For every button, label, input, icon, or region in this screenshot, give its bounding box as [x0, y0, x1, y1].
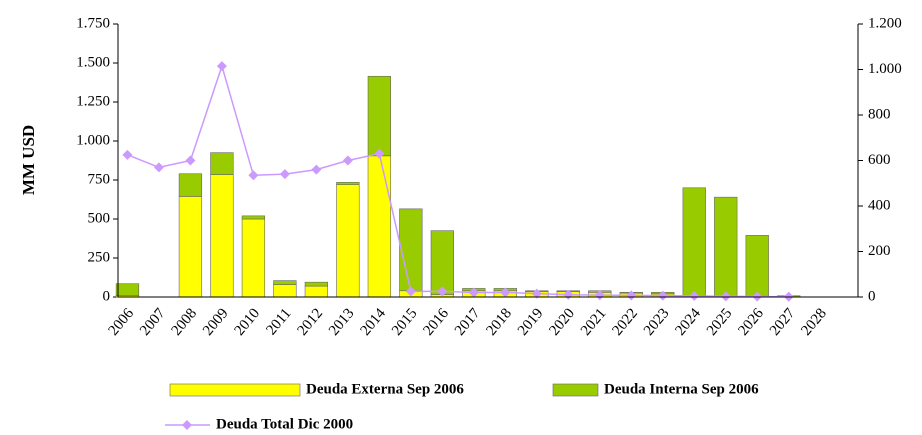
line	[127, 63, 789, 298]
bar	[714, 196, 738, 297]
line-marker	[500, 287, 511, 298]
x-tick-label: 2026	[735, 305, 767, 339]
bar	[273, 284, 297, 298]
bar	[399, 208, 423, 292]
x-tick-label: 2021	[578, 305, 610, 338]
bar	[367, 75, 391, 157]
line-marker	[248, 170, 259, 181]
line-marker	[437, 286, 448, 297]
line-marker	[122, 149, 133, 160]
x-tick-label: 2014	[358, 305, 390, 339]
line-marker	[342, 155, 353, 166]
x-tick-label: 2027	[767, 305, 799, 339]
line-marker	[468, 287, 479, 298]
x-tick-label: 2024	[672, 305, 704, 339]
line-marker	[657, 290, 668, 301]
bar	[241, 215, 266, 220]
legend-label: Deuda Externa Sep 2006	[306, 381, 464, 397]
y-tick-label: 0	[103, 288, 111, 304]
x-tick-label: 2010	[232, 305, 264, 338]
x-tick-label: 2011	[263, 305, 294, 338]
bar	[430, 230, 454, 295]
y2-tick-label: 600	[868, 152, 891, 168]
y2-tick-label: 1.200	[868, 15, 902, 31]
line-marker	[279, 169, 290, 180]
line-marker	[594, 290, 605, 301]
line-marker	[311, 164, 322, 175]
line-marker	[626, 290, 637, 301]
line-marker	[185, 155, 196, 166]
x-tick-label: 2017	[452, 305, 484, 339]
x-tick-label: 2020	[546, 305, 578, 338]
line-marker	[216, 61, 227, 72]
x-tick-label: 2016	[420, 305, 452, 339]
x-tick-label: 2025	[704, 305, 736, 338]
bar	[336, 182, 360, 185]
bar	[367, 155, 391, 298]
line-marker	[689, 290, 700, 301]
x-tick-label: 2009	[200, 305, 232, 338]
x-tick-label: 2012	[295, 305, 327, 338]
y2-tick-label: 0	[868, 288, 876, 304]
bar	[178, 173, 203, 197]
legend-marker	[182, 420, 192, 430]
legend-label: Deuda Interna Sep 2006	[604, 381, 759, 397]
line-marker	[531, 288, 542, 299]
line-marker	[153, 162, 164, 173]
y2-tick-label: 200	[868, 243, 891, 259]
bar	[745, 235, 769, 297]
y2-tick-label: 1.000	[868, 61, 902, 77]
x-tick-label: 2006	[106, 305, 138, 339]
y-tick-label: 750	[88, 171, 111, 187]
x-tick-label: 2008	[169, 305, 201, 338]
bar	[115, 283, 140, 296]
bar	[210, 152, 234, 175]
x-tick-label: 2028	[798, 305, 830, 338]
x-tick-label: 2015	[389, 305, 421, 338]
bar	[178, 196, 203, 298]
bar	[682, 187, 706, 296]
x-tick-label: 2023	[641, 305, 673, 338]
legend-swatch	[169, 383, 301, 397]
y-tick-label: 250	[88, 249, 111, 265]
x-tick-label: 2007	[137, 305, 169, 339]
line-marker	[374, 148, 385, 159]
legend-swatch	[552, 383, 599, 397]
y-tick-label: 1.500	[76, 54, 110, 70]
bar	[241, 218, 266, 298]
bar	[210, 174, 234, 298]
y-tick-label: 1.250	[76, 93, 110, 109]
line-marker	[720, 291, 731, 302]
bar	[336, 184, 360, 298]
y-tick-label: 500	[88, 210, 111, 226]
x-tick-label: 2018	[483, 305, 515, 338]
legend-label: Deuda Total Dic 2000	[216, 416, 353, 432]
x-tick-label: 2019	[515, 305, 547, 338]
x-tick-label: 2013	[326, 305, 358, 338]
x-tick-label: 2022	[609, 305, 641, 338]
y-tick-label: 1.000	[76, 132, 110, 148]
bar	[273, 280, 297, 285]
y-axis-label: MM USD	[19, 125, 38, 195]
bar	[304, 281, 329, 287]
y2-tick-label: 400	[868, 197, 891, 213]
line-marker	[405, 286, 416, 297]
bar	[304, 285, 329, 298]
y2-tick-label: 800	[868, 106, 891, 122]
y-tick-label: 1.750	[76, 15, 110, 31]
